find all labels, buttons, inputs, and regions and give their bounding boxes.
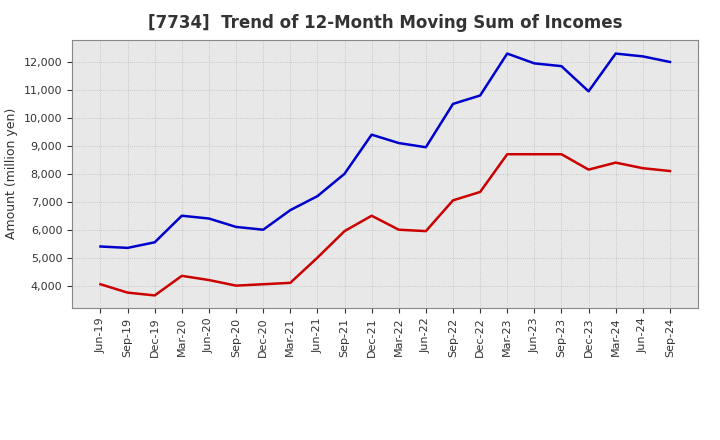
Ordinary Income [367, 132, 376, 137]
Ordinary Income [150, 240, 159, 245]
Ordinary Income [449, 101, 457, 106]
Ordinary Income [259, 227, 268, 232]
Y-axis label: Amount (million yen): Amount (million yen) [5, 108, 18, 239]
Net Income [96, 282, 105, 287]
Net Income [639, 165, 647, 171]
Net Income [611, 160, 620, 165]
Ordinary Income [421, 145, 430, 150]
Ordinary Income [584, 89, 593, 94]
Net Income [584, 167, 593, 172]
Net Income [286, 280, 294, 286]
Net Income [313, 255, 322, 260]
Net Income [367, 213, 376, 218]
Ordinary Income [204, 216, 213, 221]
Ordinary Income [341, 171, 349, 176]
Net Income [341, 228, 349, 234]
Net Income [232, 283, 240, 288]
Net Income [204, 277, 213, 282]
Net Income [449, 198, 457, 203]
Line: Net Income: Net Income [101, 154, 670, 295]
Title: [7734]  Trend of 12-Month Moving Sum of Incomes: [7734] Trend of 12-Month Moving Sum of I… [148, 15, 623, 33]
Ordinary Income [557, 63, 566, 69]
Ordinary Income [476, 93, 485, 98]
Ordinary Income [395, 140, 403, 146]
Net Income [150, 293, 159, 298]
Ordinary Income [611, 51, 620, 56]
Net Income [123, 290, 132, 295]
Ordinary Income [530, 61, 539, 66]
Ordinary Income [313, 194, 322, 199]
Net Income [530, 152, 539, 157]
Ordinary Income [123, 245, 132, 250]
Net Income [503, 152, 511, 157]
Ordinary Income [665, 59, 674, 65]
Net Income [557, 152, 566, 157]
Line: Ordinary Income: Ordinary Income [101, 54, 670, 248]
Ordinary Income [639, 54, 647, 59]
Net Income [476, 189, 485, 194]
Net Income [259, 282, 268, 287]
Net Income [665, 169, 674, 174]
Ordinary Income [232, 224, 240, 230]
Ordinary Income [503, 51, 511, 56]
Ordinary Income [178, 213, 186, 218]
Ordinary Income [96, 244, 105, 249]
Ordinary Income [286, 208, 294, 213]
Net Income [395, 227, 403, 232]
Net Income [421, 228, 430, 234]
Net Income [178, 273, 186, 279]
